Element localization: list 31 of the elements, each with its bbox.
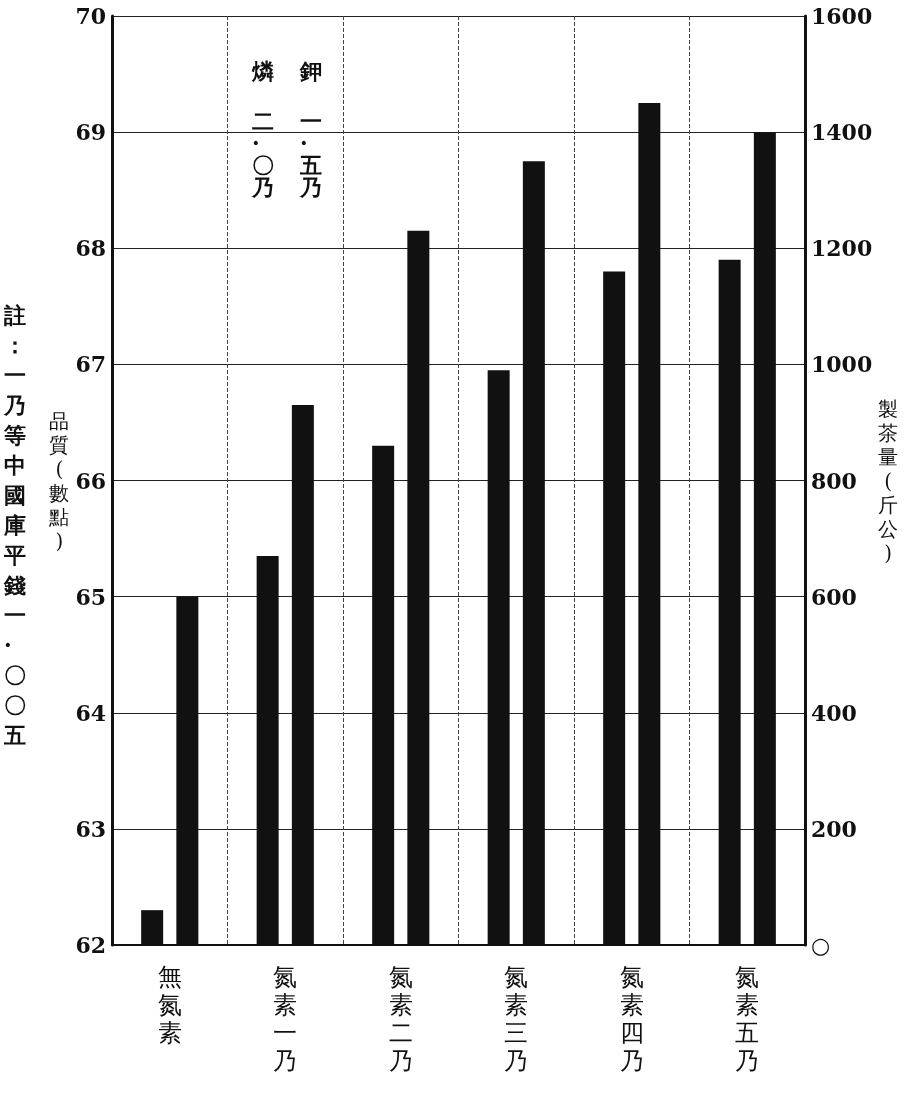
annotation: 燐 bbox=[251, 58, 274, 84]
y-tick-label: 64 bbox=[75, 699, 106, 726]
annotation: 鉀 bbox=[299, 58, 322, 84]
y-tick-label: 69 bbox=[75, 119, 106, 146]
y2-tick-label: ○ bbox=[811, 932, 831, 958]
y-tick-label: 67 bbox=[75, 351, 106, 378]
y2-tick-label: 1000 bbox=[811, 351, 873, 378]
x-tick-label: 無氮素 bbox=[157, 963, 182, 1047]
annotation: 一·五乃 bbox=[299, 108, 322, 200]
y2-tick-label: 400 bbox=[811, 699, 857, 726]
y2-tick-label: 1400 bbox=[811, 119, 873, 146]
y-tick-label: 62 bbox=[75, 932, 106, 958]
annotation: 二·〇乃 bbox=[251, 108, 274, 200]
y-axis-title: 品質(數點) bbox=[48, 408, 70, 553]
y2-tick-label: 1200 bbox=[811, 235, 873, 262]
y-tick-label: 66 bbox=[75, 467, 106, 494]
y2-tick-label: 600 bbox=[811, 583, 857, 610]
y2-tick-label: 800 bbox=[811, 467, 857, 494]
y-tick-label: 70 bbox=[75, 3, 106, 29]
x-tick-label: 氮素五乃 bbox=[735, 963, 760, 1075]
text: 註：一乃等中國庫平錢一·〇〇五 bbox=[4, 302, 26, 748]
x-tick-label: 氮素四乃 bbox=[619, 963, 644, 1075]
y2-tick-label: 1600 bbox=[811, 3, 873, 29]
y2-axis-title: 製茶量(斤公) bbox=[878, 396, 899, 565]
x-tick-label: 氮素一乃 bbox=[273, 963, 298, 1075]
y-tick-label: 65 bbox=[75, 583, 106, 610]
y-tick-label: 68 bbox=[75, 235, 106, 262]
x-tick-label: 氮素二乃 bbox=[388, 963, 413, 1075]
y2-tick-label: 200 bbox=[811, 815, 857, 842]
x-tick-label: 氮素三乃 bbox=[504, 963, 529, 1075]
y-tick-label: 63 bbox=[75, 815, 106, 842]
